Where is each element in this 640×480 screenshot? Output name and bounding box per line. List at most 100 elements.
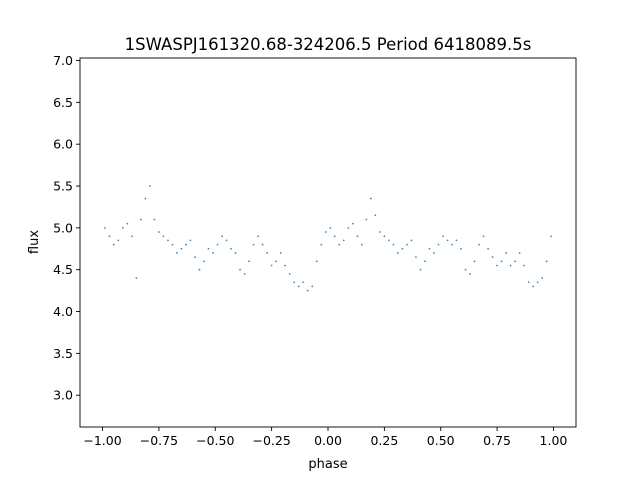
data-point: [374, 214, 377, 217]
data-point: [108, 235, 111, 238]
y-tick-label: 5.0: [53, 220, 73, 235]
y-tick-label: 3.5: [53, 346, 73, 361]
data-point: [401, 247, 404, 250]
x-tick-label: −0.25: [252, 433, 290, 448]
data-point: [284, 264, 287, 267]
data-point: [437, 243, 440, 246]
x-tick-label: 0.25: [370, 433, 398, 448]
data-point: [212, 252, 214, 254]
data-point: [189, 239, 192, 242]
data-point: [266, 252, 269, 254]
y-tick-label: 4.0: [53, 304, 73, 319]
y-axis-label: flux: [27, 230, 42, 254]
data-point: [360, 243, 363, 246]
data-point: [293, 281, 296, 284]
data-point: [536, 281, 539, 284]
data-point: [185, 243, 187, 246]
data-point: [158, 231, 160, 233]
data-point: [446, 239, 449, 242]
data-point: [135, 277, 138, 279]
data-point: [509, 264, 512, 267]
data-point: [203, 260, 205, 263]
data-point: [275, 260, 278, 263]
points-layer: [103, 185, 553, 292]
data-point: [351, 222, 354, 225]
data-point: [230, 247, 232, 250]
y-tick-label: 3.0: [53, 388, 73, 403]
data-point: [505, 252, 508, 254]
data-point: [491, 256, 494, 259]
data-point: [392, 243, 395, 246]
data-point: [442, 235, 444, 238]
data-point: [221, 235, 223, 238]
data-point: [541, 277, 544, 279]
data-point: [478, 243, 480, 246]
data-point: [329, 226, 332, 229]
y-axis: 3.0 3.5 4.0 4.5 5.0 5.5 6.0 6.5 7.0: [53, 53, 80, 403]
data-point: [460, 247, 462, 250]
data-point: [396, 252, 399, 254]
data-point: [338, 243, 341, 246]
data-point: [139, 218, 142, 221]
data-point: [324, 231, 327, 233]
data-point: [347, 226, 350, 229]
x-tick-label: 0.75: [483, 433, 511, 448]
data-point: [473, 260, 476, 263]
data-point: [311, 285, 314, 288]
data-point: [103, 226, 106, 229]
data-point: [482, 235, 485, 238]
data-point: [369, 197, 372, 200]
data-point: [207, 247, 210, 250]
data-point: [406, 243, 408, 246]
data-point: [487, 247, 489, 250]
data-point: [162, 235, 165, 238]
x-axis: −1.00 −0.75 −0.50 −0.25 0.00 0.25 0.50 0.75 1.00: [83, 427, 567, 448]
data-point: [302, 281, 305, 284]
data-point: [365, 218, 368, 221]
data-point: [180, 247, 183, 250]
data-point: [500, 260, 503, 263]
data-point: [415, 256, 417, 259]
x-tick-label: −1.00: [83, 433, 121, 448]
data-point: [518, 252, 521, 254]
data-point: [545, 260, 548, 263]
data-point: [356, 235, 359, 238]
data-point: [455, 239, 458, 242]
data-point: [496, 264, 498, 267]
chart-title: 1SWASPJ161320.68-324206.5 Period 6418089…: [125, 35, 532, 54]
data-point: [270, 264, 273, 267]
y-tick-label: 6.0: [53, 137, 73, 152]
data-point: [171, 243, 174, 246]
data-point: [464, 268, 467, 271]
data-point: [126, 222, 129, 225]
data-point: [243, 272, 246, 275]
data-point: [112, 243, 115, 246]
data-point: [387, 239, 390, 242]
data-point: [333, 235, 336, 238]
y-tick-label: 5.5: [53, 179, 73, 194]
data-point: [176, 252, 178, 254]
x-tick-label: −0.75: [140, 433, 178, 448]
y-tick-label: 4.5: [53, 262, 73, 277]
data-point: [288, 272, 291, 275]
data-point: [424, 260, 426, 263]
data-point: [428, 247, 431, 250]
data-point: [451, 243, 453, 246]
data-point: [315, 260, 318, 263]
data-point: [130, 235, 133, 238]
data-point: [198, 268, 201, 271]
data-point: [252, 243, 255, 246]
data-point: [148, 185, 151, 187]
data-point: [297, 285, 300, 288]
data-point: [121, 226, 124, 229]
data-point: [342, 239, 345, 242]
data-point: [320, 243, 323, 246]
data-point: [383, 235, 386, 238]
data-point: [261, 243, 264, 246]
data-point: [117, 239, 120, 242]
data-point: [419, 268, 422, 271]
x-tick-label: −0.50: [196, 433, 234, 448]
data-point: [527, 281, 530, 284]
data-point: [532, 285, 535, 288]
